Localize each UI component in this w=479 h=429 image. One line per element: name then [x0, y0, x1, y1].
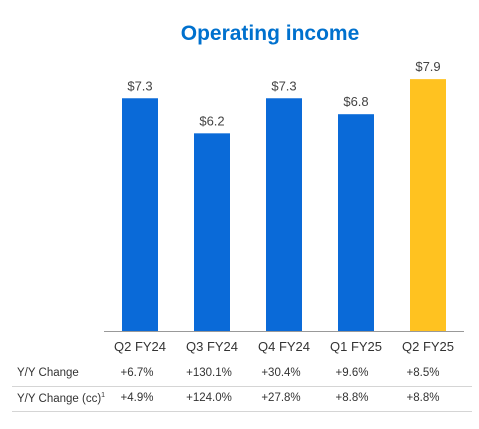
- yy-change-q2fy24: +6.7%: [120, 367, 154, 379]
- yy-change-cc-q1fy25: +8.8%: [335, 392, 369, 404]
- yy-change-q4fy24: +30.4%: [261, 367, 301, 379]
- yy-change-q3fy24: +130.1%: [186, 367, 232, 379]
- row-label-yy-change-cc: Y/Y Change (cc)1: [17, 392, 106, 405]
- bar-value-label: $6.8: [343, 94, 368, 109]
- footnote-marker: 1: [101, 392, 106, 399]
- x-tick-label: Q1 FY25: [330, 339, 382, 354]
- yy-change-cc-q4fy24: +27.8%: [261, 392, 301, 404]
- yy-change-cc-q2fy24: +4.9%: [120, 392, 154, 404]
- table-row-yy-change-cc: Y/Y Change (cc)1 +4.9% +124.0% +27.8% +8…: [0, 387, 479, 409]
- yy-change-q1fy25: +9.6%: [335, 367, 369, 379]
- yy-change-q2fy25: +8.5%: [406, 367, 440, 379]
- table-divider: [12, 386, 472, 387]
- row-label-yy-change: Y/Y Change: [17, 367, 79, 379]
- table-row-yy-change: Y/Y Change +6.7% +130.1% +30.4% +9.6% +8…: [0, 362, 479, 384]
- bar-value-label: $7.9: [415, 59, 440, 74]
- bar-q3-fy24: [194, 133, 230, 331]
- chart-title: Operating income: [180, 22, 360, 45]
- x-tick-label: Q3 FY24: [186, 339, 238, 354]
- yy-change-cc-q3fy24: +124.0%: [186, 392, 232, 404]
- x-tick-label: Q4 FY24: [258, 339, 310, 354]
- yy-change-cc-q2fy25: +8.8%: [406, 392, 440, 404]
- table-divider: [12, 411, 472, 412]
- bar-q1-fy25: [338, 114, 374, 331]
- x-tick-label: Q2 FY25: [402, 339, 454, 354]
- bar-value-label: $7.3: [271, 78, 296, 93]
- bar-value-label: $6.2: [199, 113, 224, 128]
- x-tick-label: Q2 FY24: [114, 339, 166, 354]
- bar-chart: $7.3 Q2 FY24 $6.2 Q3 FY24 $7.3 Q4 FY24 $6.8 Q1 …: [104, 59, 464, 354]
- bar-q4-fy24: [266, 98, 302, 332]
- bar-value-label: $7.3: [127, 78, 152, 93]
- bar-q2-fy24: [122, 98, 158, 332]
- bar-q2-fy25: [410, 79, 446, 331]
